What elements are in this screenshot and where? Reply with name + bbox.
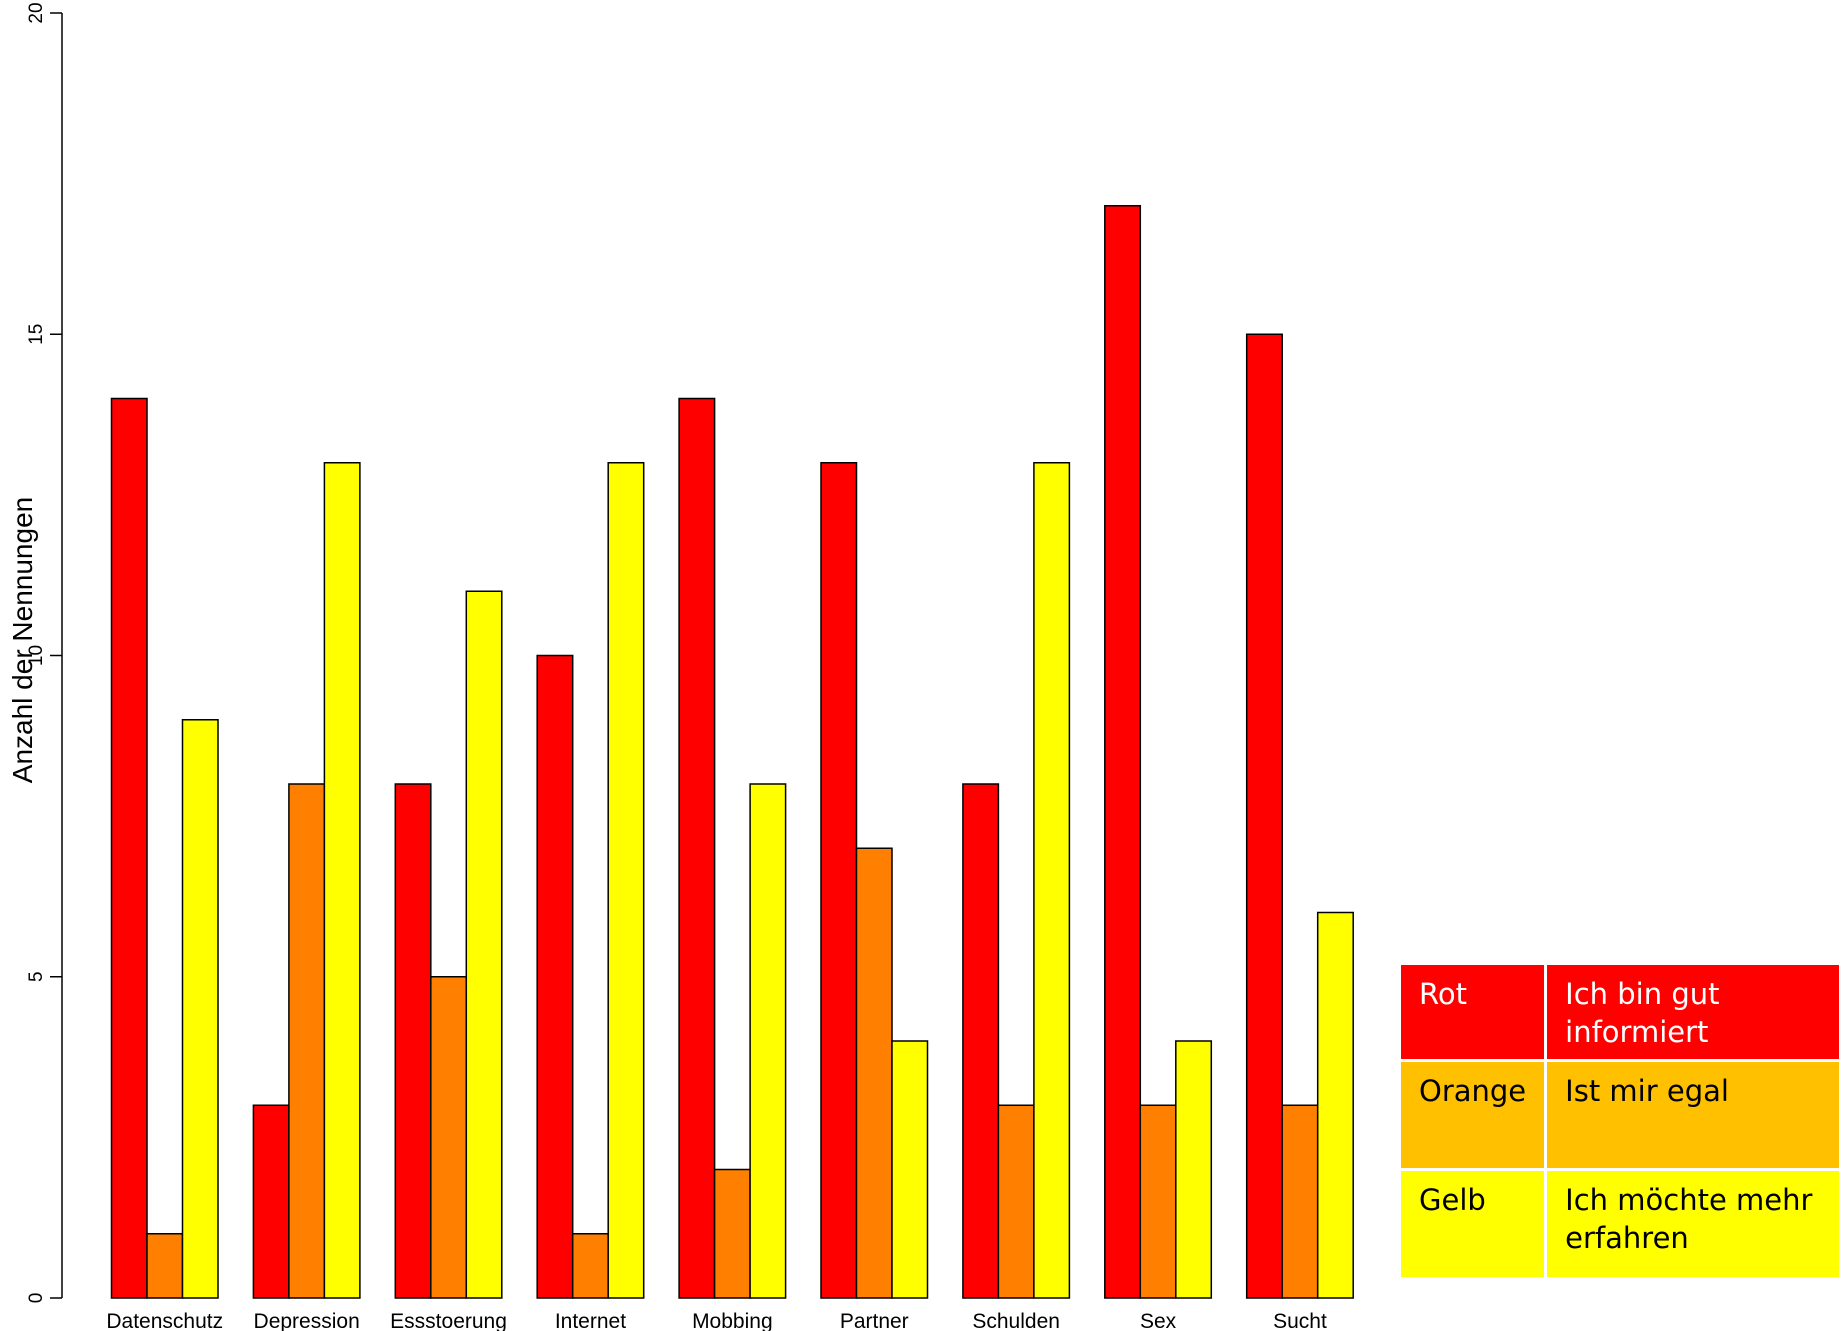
legend-color-name: Rot xyxy=(1401,965,1548,1062)
x-tick-label: Sex xyxy=(1140,1310,1177,1331)
bar xyxy=(252,1104,290,1299)
legend-meaning: Ist mir egal xyxy=(1547,1062,1839,1171)
bar xyxy=(678,397,716,1299)
bar xyxy=(962,783,1000,1299)
bar xyxy=(1104,205,1142,1299)
bar xyxy=(1316,911,1354,1299)
bar xyxy=(394,783,432,1299)
bar xyxy=(713,1168,751,1299)
bar xyxy=(1245,333,1283,1299)
x-tick-label: Partner xyxy=(840,1310,909,1331)
x-tick-label: Mobbing xyxy=(692,1310,773,1331)
bar xyxy=(820,462,858,1299)
bar xyxy=(288,783,326,1299)
x-tick-label: Sucht xyxy=(1273,1310,1327,1331)
x-axis-labels: Datenschutz Depression Essstoerung Internet… xyxy=(106,1310,1327,1331)
bar xyxy=(465,590,503,1299)
legend-color-name: Orange xyxy=(1401,1062,1548,1171)
y-tick-label: 20 xyxy=(26,2,47,23)
bar xyxy=(146,1233,184,1299)
legend-table: Rot Ich bin gut informiert Orange Ist mi… xyxy=(1401,965,1839,1277)
bars xyxy=(110,205,1354,1299)
y-tick-label: 0 xyxy=(26,1293,47,1304)
y-tick-label: 10 xyxy=(26,645,47,666)
y-axis-title: Anzahl der Nennungen xyxy=(7,497,38,783)
bar xyxy=(110,397,148,1299)
x-tick-label: Depression xyxy=(254,1310,360,1331)
bar xyxy=(430,976,468,1299)
bar xyxy=(749,783,787,1299)
bar xyxy=(1175,1040,1213,1299)
legend-row-orange: Orange Ist mir egal xyxy=(1401,1062,1839,1171)
bar xyxy=(1281,1104,1319,1299)
y-axis: 0 5 10 15 20 xyxy=(26,2,63,1304)
bar xyxy=(891,1040,929,1299)
bar xyxy=(323,462,361,1299)
y-tick-label: 15 xyxy=(26,324,47,345)
x-tick-label: Schulden xyxy=(972,1310,1060,1331)
x-tick-label: Essstoerung xyxy=(390,1310,507,1331)
bar xyxy=(855,847,893,1299)
x-tick-label: Datenschutz xyxy=(106,1310,223,1331)
bar xyxy=(1033,462,1071,1299)
legend-meaning: Ich möchte mehr erfahren xyxy=(1547,1171,1839,1277)
bar xyxy=(571,1233,609,1299)
bar xyxy=(536,654,574,1299)
bar xyxy=(1139,1104,1177,1299)
legend-color-name: Gelb xyxy=(1401,1171,1548,1277)
legend-row-gelb: Gelb Ich möchte mehr erfahren xyxy=(1401,1171,1839,1277)
legend-row-rot: Rot Ich bin gut informiert xyxy=(1401,965,1839,1062)
bar xyxy=(997,1104,1035,1299)
legend-meaning: Ich bin gut informiert xyxy=(1547,965,1839,1062)
bar xyxy=(181,719,219,1299)
bar xyxy=(607,462,645,1299)
x-tick-label: Internet xyxy=(555,1310,626,1331)
y-tick-label: 5 xyxy=(26,971,47,982)
